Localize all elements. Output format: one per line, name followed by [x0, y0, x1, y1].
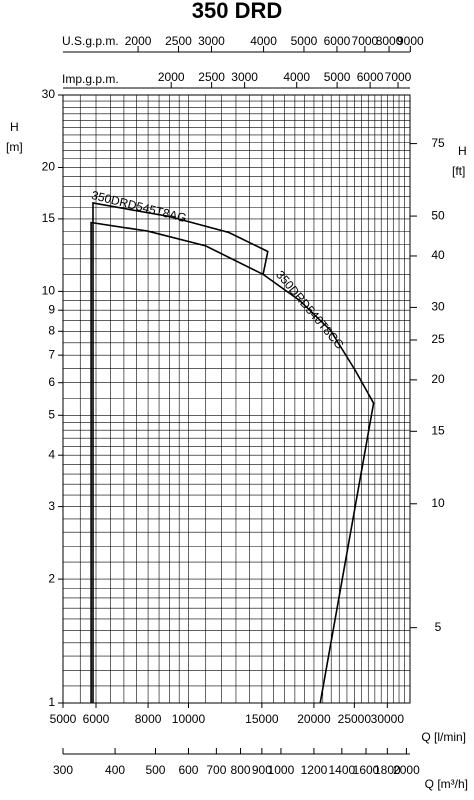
y2-tick-label: 25 [431, 332, 445, 346]
us_gpm-tick-label: 2500 [165, 34, 192, 48]
m3h-tick-label: 800 [231, 763, 251, 777]
curve-label: 350DRD545T8AG [90, 188, 188, 225]
y-tick-label: 5 [48, 407, 55, 421]
m3h-tick-label: 300 [53, 763, 73, 777]
y2-tick-label: 50 [431, 208, 445, 222]
y-tick-label: 1 [48, 695, 55, 709]
imp_gpm-tick-label: 3000 [231, 70, 258, 84]
imp_gpm-tick-label: 4000 [283, 70, 310, 84]
us_gpm-tick-label: 2000 [125, 34, 152, 48]
imp_gpm-tick-label: 6000 [357, 70, 384, 84]
y2-tick-label: 40 [431, 248, 445, 262]
m3h-tick-label: 900 [252, 763, 272, 777]
y2-tick-label: 75 [431, 136, 445, 150]
plot-frame [62, 94, 411, 704]
imp_gpm-tick-label: 2000 [158, 70, 185, 84]
imp_gpm-tick-label: 5000 [324, 70, 351, 84]
m3h-tick-label: 1400 [328, 763, 355, 777]
y2-axis-label: H [458, 144, 467, 158]
y-tick-label: 20 [42, 160, 56, 174]
us-gpm-label: U.S.g.p.m. [62, 34, 119, 48]
x-axis-label: Q [l/min] [421, 730, 466, 744]
us_gpm-tick-label: 9000 [397, 34, 424, 48]
y-tick-label: 15 [42, 211, 56, 225]
y2-axis-unit: [ft] [452, 164, 465, 178]
us_gpm-tick-label: 7000 [352, 34, 379, 48]
m3h-tick-label: 400 [105, 763, 125, 777]
y-tick-label: 4 [48, 447, 55, 461]
y-tick-label: 10 [42, 284, 56, 298]
y-tick-label: 2 [48, 571, 55, 585]
us_gpm-tick-label: 6000 [324, 34, 351, 48]
x-tick-label: 5000 [50, 712, 77, 726]
m3h-tick-label: 1600 [353, 763, 380, 777]
y2-tick-label: 15 [431, 423, 445, 437]
chart-title: 350 DRD [192, 0, 282, 23]
y2-tick-label: 20 [431, 372, 445, 386]
imp_gpm-tick-label: 2500 [198, 70, 225, 84]
pump-curve [90, 221, 375, 704]
x-tick-label: 30000 [371, 712, 405, 726]
m3h-tick-label: 700 [206, 763, 226, 777]
m3h-axis-label: Q [m³/h] [425, 777, 468, 791]
m3h-tick-label: 1800 [374, 763, 401, 777]
us_gpm-tick-label: 8000 [376, 34, 403, 48]
m3h-tick-label: 500 [145, 763, 165, 777]
pump-curve [92, 202, 269, 703]
m3h-tick-label: 1000 [268, 763, 295, 777]
x-tick-label: 15000 [245, 712, 279, 726]
y2-tick-label: 10 [431, 496, 445, 510]
x-tick-label: 8000 [135, 712, 162, 726]
m3h-tick-label: 1200 [301, 763, 328, 777]
x-tick-label: 6000 [83, 712, 110, 726]
y-axis-unit: [m] [6, 140, 23, 154]
y-tick-label: 30 [42, 87, 56, 101]
x-tick-label: 10000 [172, 712, 206, 726]
y2-tick-label: 30 [431, 300, 445, 314]
m3h-tick-label: 600 [178, 763, 198, 777]
y-tick-label: 6 [48, 375, 55, 389]
y-tick-label: 7 [48, 347, 55, 361]
y-tick-label: 9 [48, 302, 55, 316]
x-tick-label: 25000 [338, 712, 372, 726]
m3h-tick-label: 2000 [393, 763, 420, 777]
imp_gpm-tick-label: 7000 [385, 70, 412, 84]
y-axis-label: H [10, 120, 19, 134]
curve-label: 350DRD540T8CG [273, 268, 347, 352]
y-tick-label: 8 [48, 323, 55, 337]
imp-gpm-label: Imp.g.p.m. [62, 72, 119, 86]
y2-tick-label: 5 [435, 620, 442, 634]
us_gpm-tick-label: 3000 [198, 34, 225, 48]
us_gpm-tick-label: 4000 [250, 34, 277, 48]
x-tick-label: 20000 [297, 712, 331, 726]
y-tick-label: 3 [48, 499, 55, 513]
us_gpm-tick-label: 5000 [291, 34, 318, 48]
